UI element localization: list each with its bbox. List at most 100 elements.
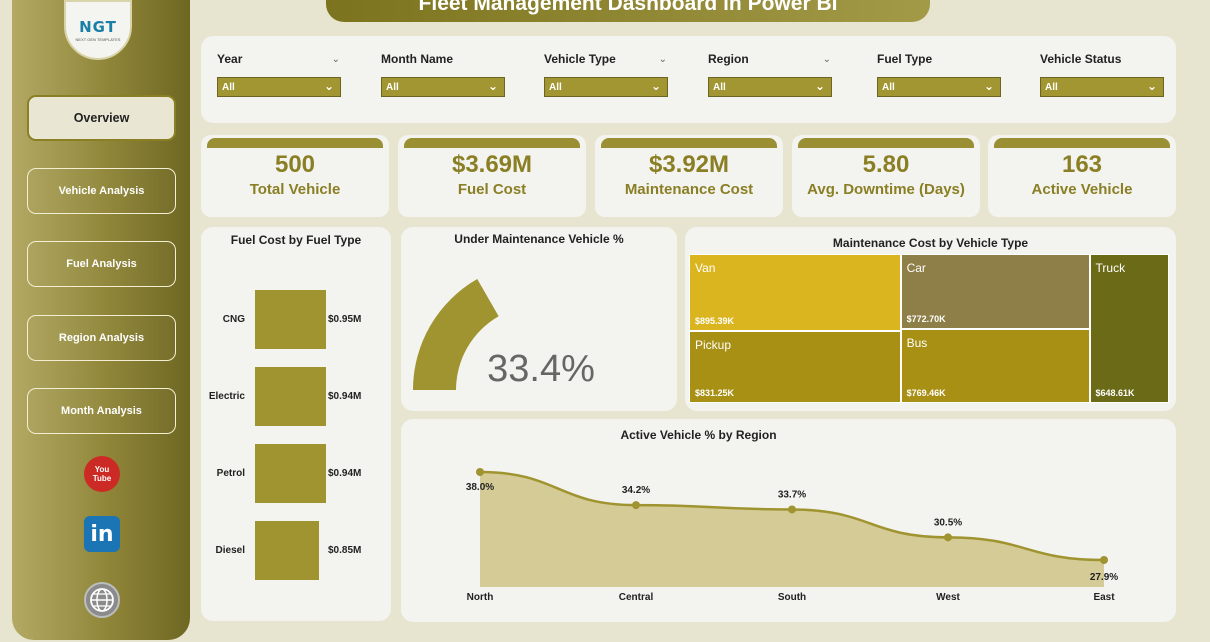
treemap-cell[interactable]: Van $895.39K [689, 254, 901, 332]
filter-month-name: Month Name All ⌄ [381, 52, 506, 97]
nav-overview-button[interactable]: Overview [27, 95, 176, 141]
filter-year-label: Year [217, 52, 243, 66]
kpi-label: Active Vehicle [1031, 181, 1133, 198]
linkedin-label: in [90, 521, 114, 547]
kpi-cap [207, 138, 383, 148]
fuel-value-label: $0.94M [328, 391, 362, 402]
chevron-down-icon: ⌄ [650, 79, 661, 93]
linkedin-icon[interactable]: in [84, 516, 120, 552]
kpi-card-fuel-cost: $3.69M Fuel Cost [398, 135, 586, 217]
fuel-cost-chart-title: Fuel Cost by Fuel Type [230, 233, 362, 247]
fuel-cost-chart-panel: Fuel Cost by Fuel Type CNG $0.95M Electric… [201, 227, 391, 621]
nav-fuel-analysis-button[interactable]: Fuel Analysis [27, 241, 176, 287]
area-data-label: 38.0% [466, 482, 494, 493]
fuel-bar[interactable] [255, 290, 326, 349]
treemap-cell-value: $648.61K [1095, 388, 1135, 398]
area-point[interactable] [788, 505, 796, 514]
chevron-down-icon: ⌄ [487, 79, 498, 93]
kpi-label: Avg. Downtime (Days) [807, 181, 965, 198]
filter-year-select[interactable]: All ⌄ [217, 77, 341, 97]
treemap-cell-value: $769.46K [906, 387, 946, 398]
area-category-label: North [467, 592, 494, 603]
kpi-card-total-vehicle: 500 Total Vehicle [201, 135, 389, 217]
treemap-title: Maintenance Cost by Vehicle Type [832, 236, 1029, 250]
kpi-label: Maintenance Cost [624, 181, 754, 198]
filter-month-name-select[interactable]: All ⌄ [381, 77, 505, 97]
fuel-category-label: Electric [208, 391, 245, 402]
kpi-cap [994, 138, 1170, 148]
youtube-icon[interactable]: You Tube [84, 456, 120, 492]
area-point[interactable] [1100, 556, 1108, 564]
nav-month-analysis-button[interactable]: Month Analysis [27, 388, 176, 434]
kpi-label: Total Vehicle [249, 181, 341, 198]
kpi-value: $3.92M [648, 151, 730, 178]
treemap-cell[interactable]: Bus $769.46K [900, 328, 1090, 403]
area-category-label: Central [619, 592, 654, 603]
area-fill [480, 472, 1104, 587]
kpi-value: 500 [274, 151, 316, 178]
globe-www-icon[interactable] [84, 582, 120, 618]
nav-region-analysis-button[interactable]: Region Analysis [27, 315, 176, 361]
kpi-value: $3.69M [451, 151, 533, 178]
fuel-category-label: Diesel [215, 545, 245, 556]
chevron-down-icon[interactable]: ⌄ [331, 54, 340, 65]
chevron-down-icon[interactable]: ⌄ [822, 54, 831, 65]
kpi-cap [601, 138, 777, 148]
kpi-value: 163 [1061, 151, 1103, 178]
filter-fuel-type: Fuel Type All ⌄ [877, 52, 1002, 97]
filters-panel: Year ⌄ All ⌄ Month Name All ⌄ Vehicle Type… [201, 36, 1176, 123]
treemap-cell-value: $895.39K [695, 316, 735, 327]
fuel-bar[interactable] [255, 444, 326, 503]
area-point[interactable] [476, 468, 484, 476]
page-title: Fleet Management Dashboard in Power BI [326, 0, 930, 22]
filter-region-select[interactable]: All ⌄ [708, 77, 832, 97]
area-data-label: 30.5% [934, 517, 962, 528]
kpi-label: Fuel Cost [457, 181, 527, 198]
logo: NGT NEXT GEN TEMPLATES [64, 0, 132, 60]
treemap: Van $895.39K Pickup $831.25K Car $772.70K Bus $… [689, 254, 1169, 403]
treemap-cell-label: Truck [1095, 261, 1126, 275]
fuel-bar[interactable] [255, 521, 319, 580]
area-chart-title: Active Vehicle % by Region [620, 428, 777, 442]
filter-fuel-type-label: Fuel Type [877, 52, 933, 66]
filter-year: Year ⌄ All ⌄ [217, 52, 342, 97]
filter-vehicle-status: Vehicle Status All ⌄ [1040, 52, 1165, 97]
fuel-value-label: $0.94M [328, 468, 362, 479]
chevron-down-icon: ⌄ [1146, 79, 1157, 93]
filter-fuel-type-select[interactable]: All ⌄ [877, 77, 1001, 97]
treemap-cell[interactable]: Pickup $831.25K [689, 331, 901, 403]
gauge-value-label: 33.4% [487, 348, 595, 390]
treemap-cell-label: Pickup [695, 338, 732, 353]
filter-month-name-label: Month Name [381, 52, 453, 66]
area-data-label: 33.7% [778, 489, 806, 500]
maintenance-cost-treemap-panel: Maintenance Cost by Vehicle Type Van $895… [685, 227, 1176, 411]
youtube-label: You Tube [92, 465, 112, 483]
treemap-cell-value: $772.70K [906, 313, 946, 324]
area-chart-svg: 38.0% North 34.2% Central 33.7% South 30.5% Wes… [466, 468, 1118, 603]
area-data-label: 34.2% [622, 485, 650, 496]
filter-fuel-type-value: All [882, 81, 895, 93]
filter-region: Region ⌄ All ⌄ [708, 52, 833, 97]
under-maintenance-gauge-panel: Under Maintenance Vehicle % 33.4% [401, 227, 677, 411]
area-point[interactable] [944, 533, 952, 542]
kpi-card-avg-downtime: 5.80 Avg. Downtime (Days) [792, 135, 980, 217]
treemap-cell-label: Car [906, 261, 926, 275]
kpi-card-maintenance-cost: $3.92M Maintenance Cost [595, 135, 783, 217]
filter-year-value: All [222, 81, 235, 93]
treemap-cell-label: Van [695, 261, 716, 275]
active-vehicle-region-chart-panel: Active Vehicle % by Region 38.0% North 34.… [401, 419, 1176, 622]
fuel-value-label: $0.85M [328, 545, 362, 556]
filter-vehicle-type-select[interactable]: All ⌄ [544, 77, 668, 97]
chevron-down-icon[interactable]: ⌄ [658, 54, 667, 65]
logo-text: NGT [79, 18, 117, 36]
treemap-cell[interactable]: Car $772.70K [900, 254, 1090, 329]
nav-vehicle-analysis-button[interactable]: Vehicle Analysis [27, 168, 176, 214]
chevron-down-icon: ⌄ [983, 79, 994, 93]
treemap-cell[interactable]: Truck $648.61K [1089, 254, 1169, 403]
filter-vehicle-status-select[interactable]: All ⌄ [1040, 77, 1164, 97]
gauge-title: Under Maintenance Vehicle % [454, 232, 624, 246]
filter-region-value: All [713, 81, 726, 93]
area-point[interactable] [632, 501, 640, 510]
fuel-bar[interactable] [255, 367, 326, 426]
